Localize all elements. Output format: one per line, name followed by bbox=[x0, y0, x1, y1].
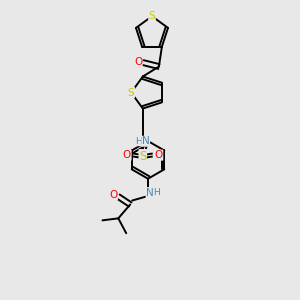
Text: O: O bbox=[123, 150, 131, 160]
Text: S: S bbox=[128, 88, 134, 98]
Text: O: O bbox=[154, 150, 163, 160]
Text: O: O bbox=[134, 57, 142, 67]
Text: O: O bbox=[109, 190, 118, 200]
Text: N: N bbox=[146, 188, 154, 198]
Text: H: H bbox=[154, 188, 160, 197]
Text: S: S bbox=[139, 150, 146, 163]
Text: S: S bbox=[149, 11, 155, 21]
Text: H: H bbox=[136, 137, 142, 146]
Text: N: N bbox=[142, 136, 150, 146]
